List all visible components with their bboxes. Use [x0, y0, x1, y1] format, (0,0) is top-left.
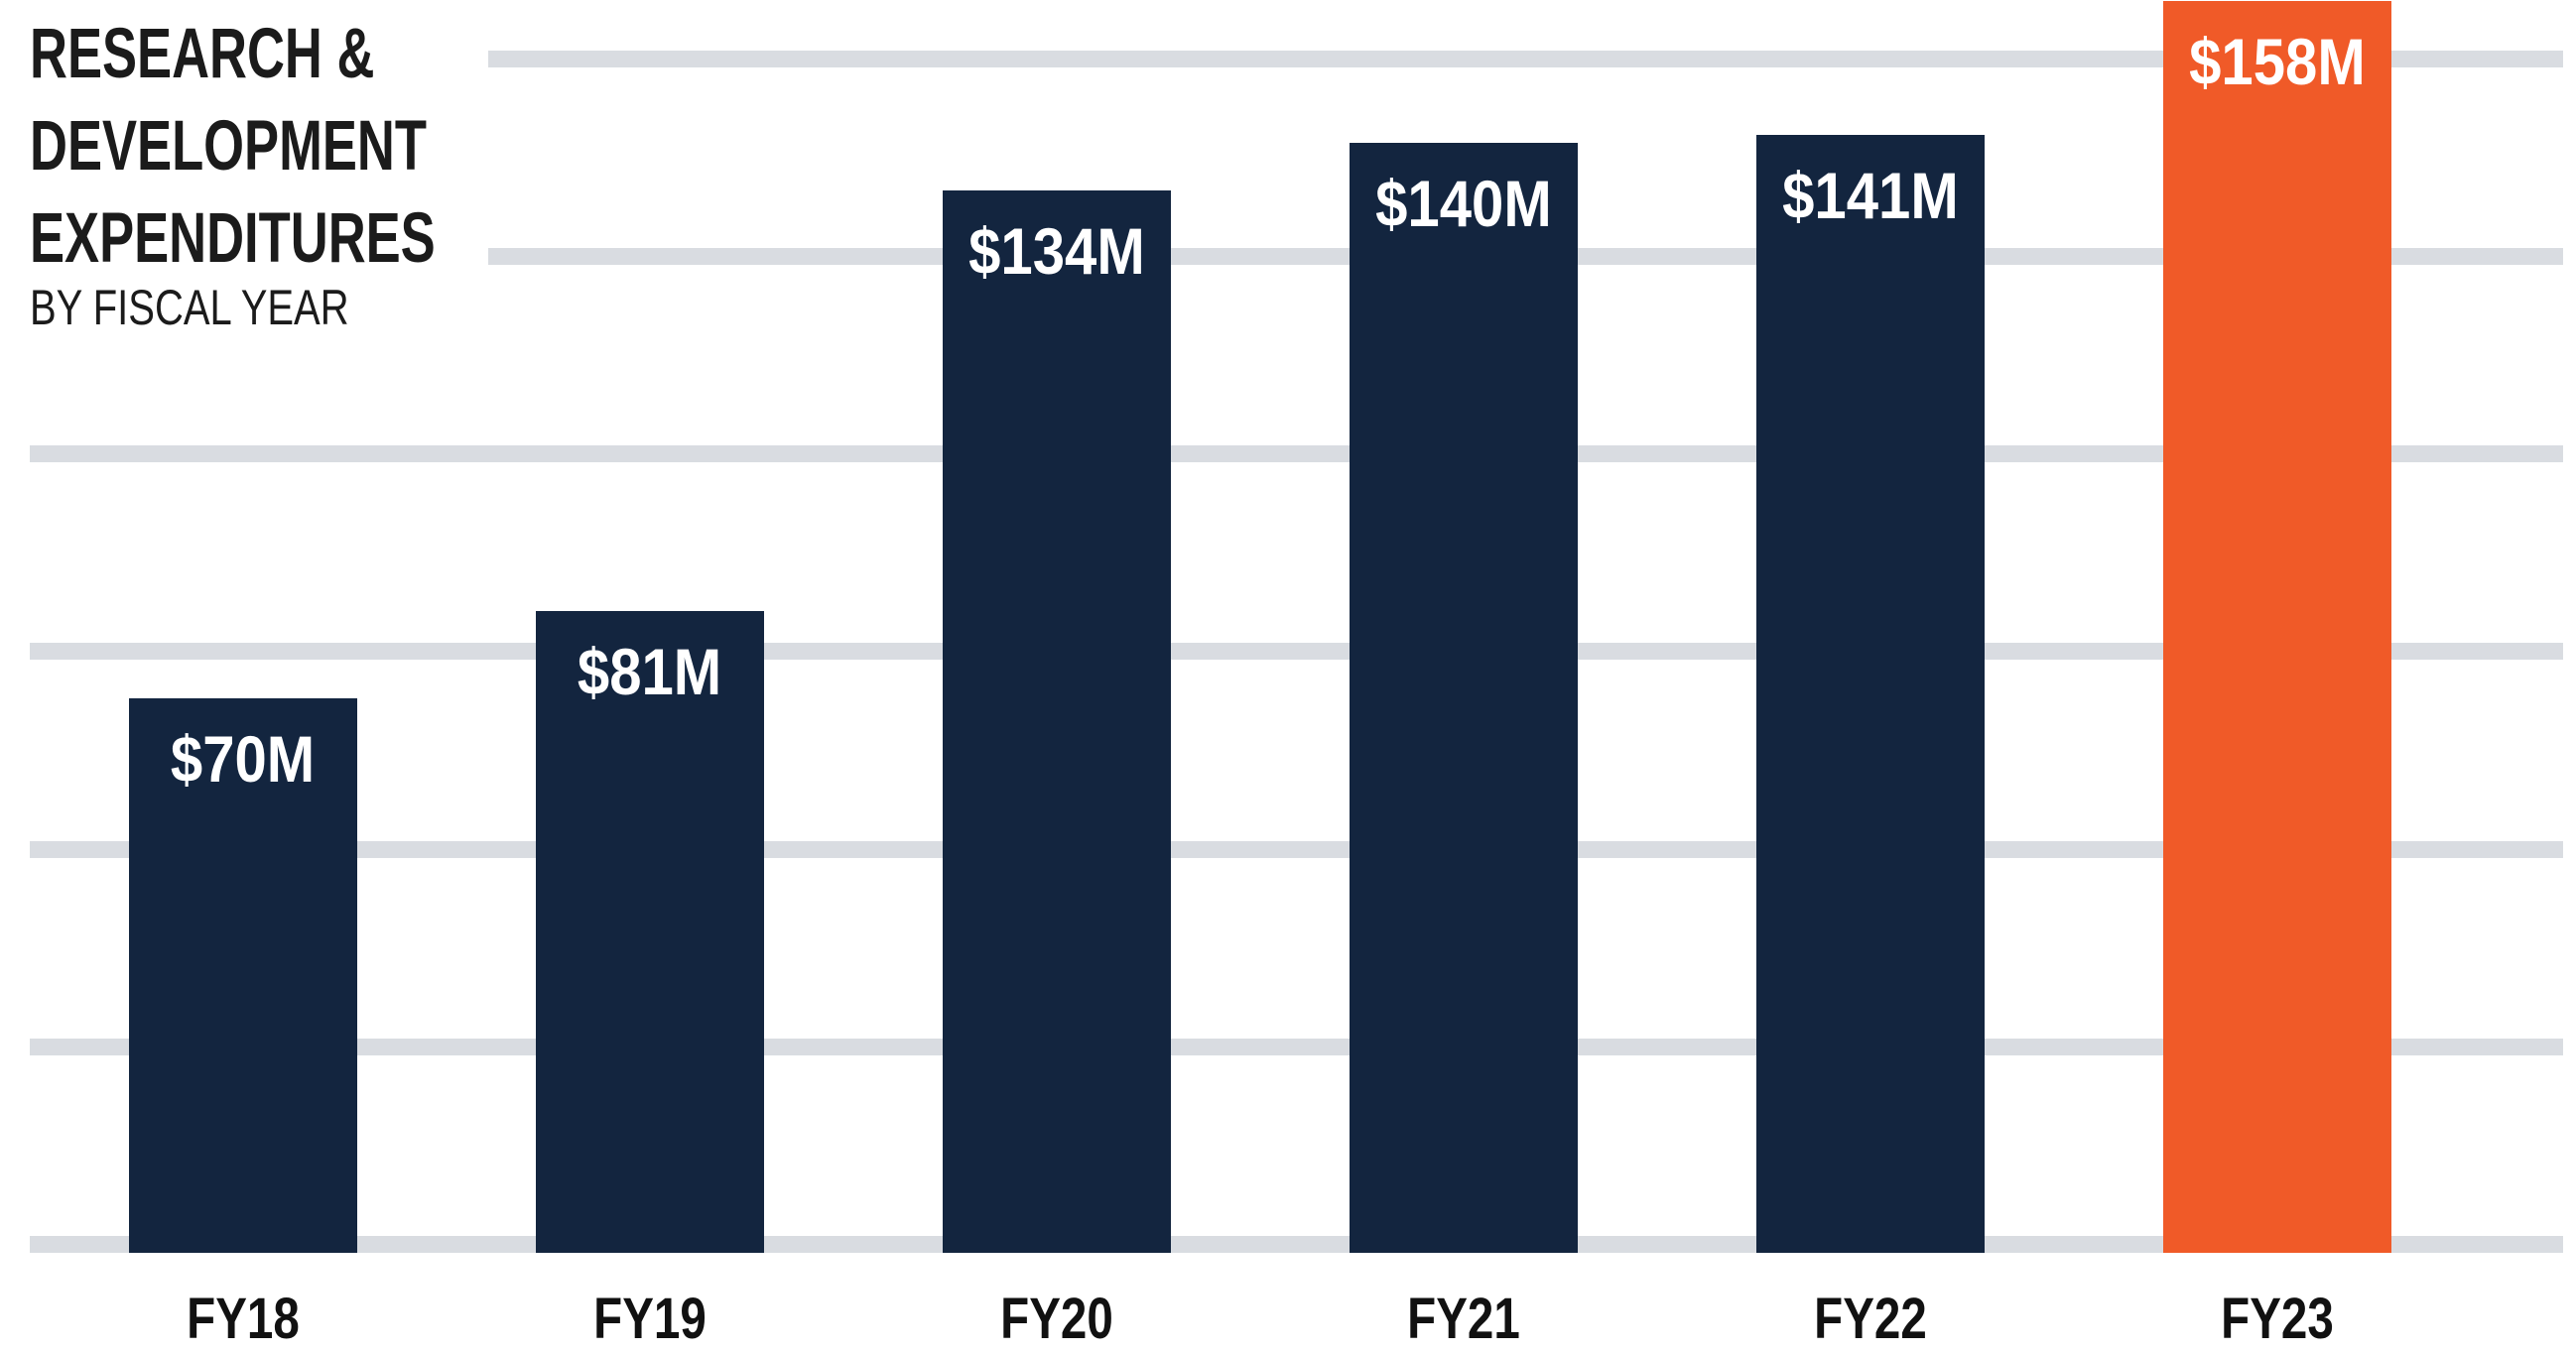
- chart-title-line-1: RESEARCH &: [30, 15, 375, 93]
- chart-subtitle: BY FISCAL YEAR: [30, 280, 349, 335]
- x-axis-label-fy20: FY20: [1000, 1287, 1113, 1351]
- x-axis-label-fy19: FY19: [593, 1287, 707, 1351]
- x-axis-label-fy18: FY18: [187, 1287, 300, 1351]
- bar-fy23: $158M: [2163, 1, 2391, 1253]
- bar-fy19: $81M: [536, 611, 764, 1253]
- chart-title: RESEARCH & DEVELOPMENT EXPENDITURES: [30, 8, 578, 285]
- bar-value-label: $141M: [1782, 159, 1959, 232]
- chart-title-block: RESEARCH & DEVELOPMENT EXPENDITURES BY F…: [0, 0, 488, 345]
- bar-value-label: $81M: [578, 635, 722, 708]
- chart-title-line-2: DEVELOPMENT: [30, 107, 427, 185]
- bar-value-label: $140M: [1375, 167, 1552, 240]
- chart-title-line-3: EXPENDITURES: [30, 199, 436, 278]
- bar-fy18: $70M: [129, 698, 357, 1253]
- bar-value-label: $134M: [968, 214, 1145, 288]
- bar-value-label: $70M: [171, 722, 316, 796]
- gridline: [30, 50, 2563, 67]
- x-axis-label-fy23: FY23: [2221, 1287, 2334, 1351]
- bar-fy20: $134M: [943, 190, 1171, 1253]
- bar-fy21: $140M: [1350, 143, 1578, 1253]
- x-axis-label-fy21: FY21: [1407, 1287, 1520, 1351]
- bar-value-label: $158M: [2189, 25, 2366, 98]
- bar-fy22: $141M: [1756, 135, 1985, 1253]
- x-axis-label-fy22: FY22: [1814, 1287, 1927, 1351]
